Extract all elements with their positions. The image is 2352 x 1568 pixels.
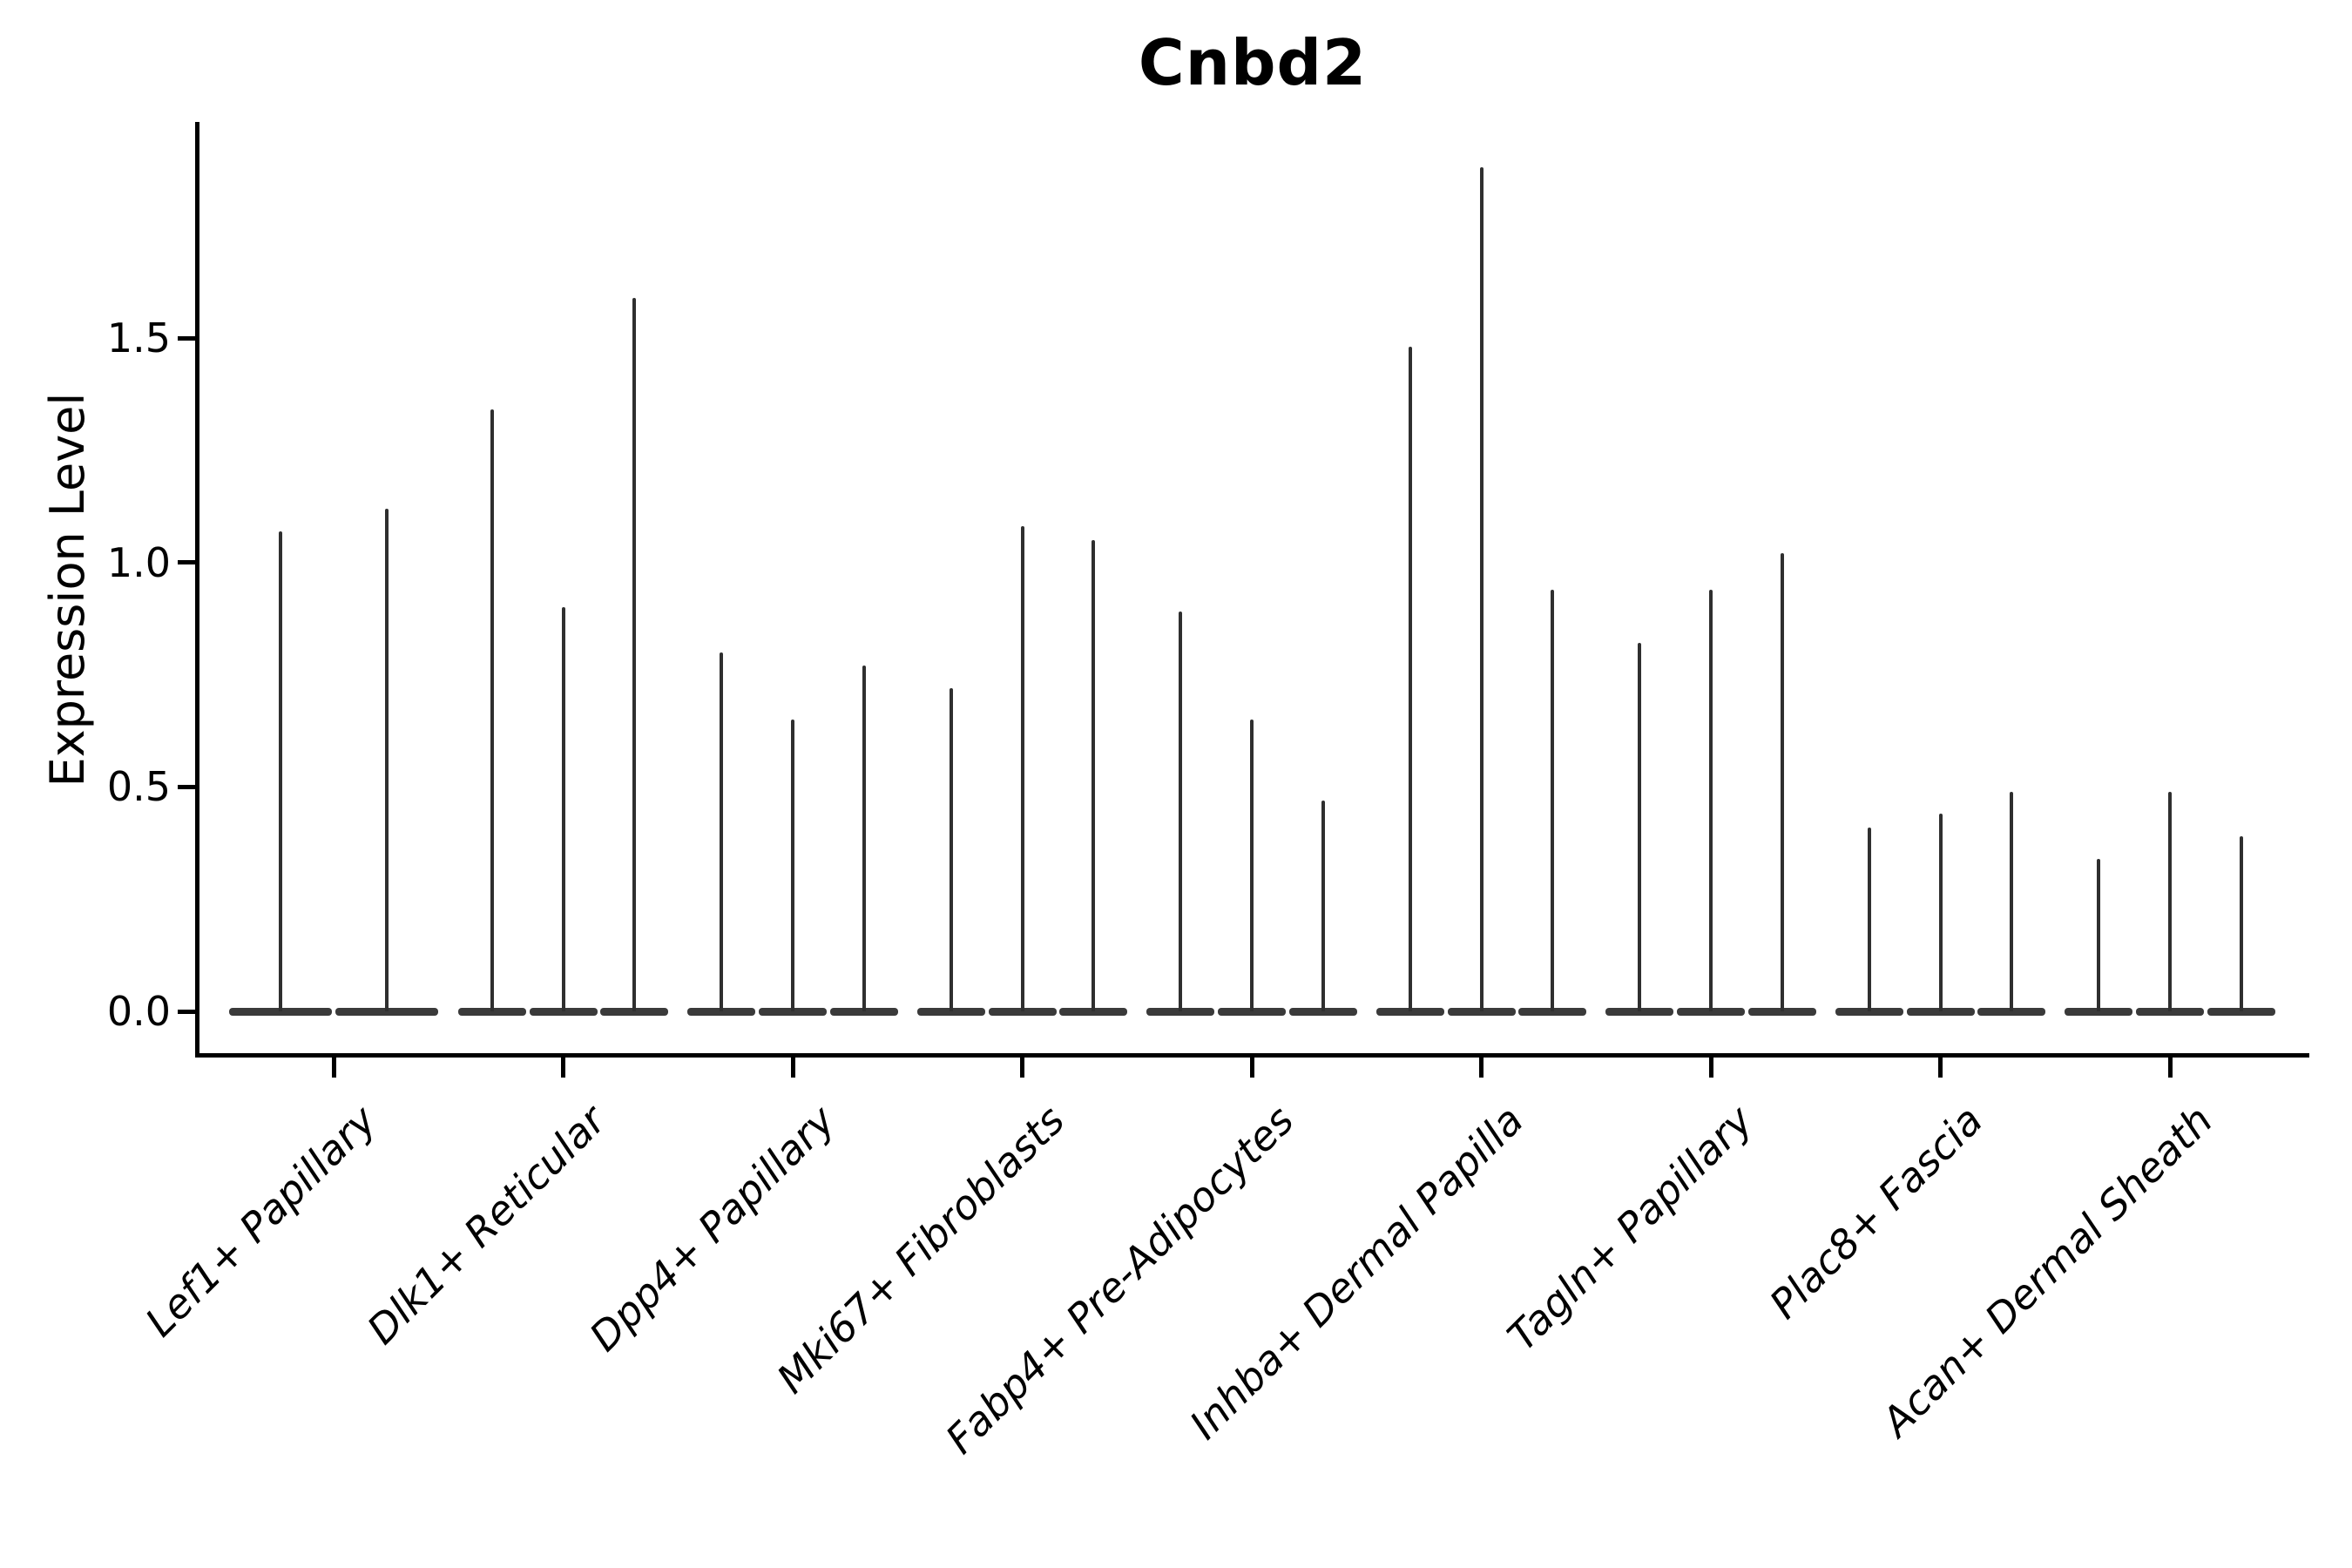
violin-base xyxy=(1977,1007,2046,1016)
violin-spike xyxy=(490,409,494,1011)
violin-base xyxy=(759,1007,827,1016)
x-tick xyxy=(561,1058,565,1078)
x-tick-label: Plac8+ Fascia xyxy=(1761,1096,1992,1328)
y-tick-label: 1.0 xyxy=(106,538,171,586)
violin-spike xyxy=(1408,347,1412,1011)
violin-spike xyxy=(720,652,724,1011)
violin-spike xyxy=(949,687,953,1011)
x-tick-label: Dpp4+ Papillary xyxy=(580,1096,844,1361)
violin-base xyxy=(1375,1007,1444,1016)
x-axis-spine xyxy=(195,1053,2309,1058)
violin-spike xyxy=(791,720,794,1011)
violin-base xyxy=(529,1007,598,1016)
violin-spike xyxy=(561,607,565,1011)
violin-base xyxy=(1518,1007,1587,1016)
violin-base xyxy=(1835,1007,1903,1016)
violin-spike xyxy=(1092,539,1096,1011)
x-tick-label: Tagln+ Papillary xyxy=(1498,1096,1762,1361)
violin-base xyxy=(600,1007,669,1016)
y-axis-spine xyxy=(195,122,199,1058)
x-tick xyxy=(1938,1058,1943,1078)
violin-base xyxy=(2136,1007,2204,1016)
violin-base xyxy=(2065,1007,2133,1016)
y-tick xyxy=(178,1009,198,1014)
x-tick xyxy=(1020,1058,1024,1078)
violin-spike xyxy=(2010,791,2014,1011)
y-tick xyxy=(178,560,198,565)
violin-base xyxy=(916,1007,985,1016)
violin-base xyxy=(1605,1007,1674,1016)
y-tick-label: 0.5 xyxy=(106,763,171,811)
y-tick-label: 1.5 xyxy=(106,314,171,362)
violin-spike xyxy=(1938,814,1943,1011)
violin-base xyxy=(1906,1007,1975,1016)
x-tick xyxy=(2167,1058,2173,1078)
violin-spike xyxy=(1479,167,1484,1011)
violin-spike xyxy=(1867,827,1871,1011)
violin-base xyxy=(1447,1007,1516,1016)
violin-base xyxy=(2207,1007,2275,1016)
violin-spike xyxy=(1780,553,1784,1011)
y-tick xyxy=(178,335,198,341)
y-axis-label: Expression Level xyxy=(40,392,95,787)
violin-spike xyxy=(2168,791,2172,1011)
x-tick-label: Lef1+ Papillary xyxy=(135,1096,385,1346)
violin-spike xyxy=(385,508,389,1011)
violin-spike xyxy=(1638,643,1642,1011)
chart-title: Cnbd2 xyxy=(1138,26,1368,99)
x-tick xyxy=(1708,1058,1713,1078)
violin-base xyxy=(335,1007,438,1016)
violin-base xyxy=(687,1007,756,1016)
x-tick xyxy=(1249,1058,1254,1078)
violin-base xyxy=(1218,1007,1286,1016)
violin-spike xyxy=(279,531,282,1011)
violin-spike xyxy=(1709,589,1713,1011)
violin-spike xyxy=(1020,526,1024,1011)
y-tick xyxy=(178,784,198,789)
violin-base xyxy=(1146,1007,1215,1016)
violin-base xyxy=(1288,1007,1357,1016)
x-tick xyxy=(790,1058,795,1078)
violin-spike xyxy=(1250,720,1254,1011)
y-tick-label: 0.0 xyxy=(106,988,171,1035)
violin-spike xyxy=(1321,800,1325,1011)
x-tick xyxy=(331,1058,336,1078)
violin-spike xyxy=(1179,612,1183,1011)
violin-base xyxy=(457,1007,526,1016)
violin-spike xyxy=(632,297,637,1011)
x-tick-label: Dlk1+ Reticular xyxy=(357,1096,615,1354)
violin-base xyxy=(988,1007,1057,1016)
violin-base xyxy=(1677,1007,1745,1016)
violin-base xyxy=(229,1007,332,1016)
violin-spike xyxy=(1551,589,1555,1011)
violin-spike xyxy=(2097,858,2101,1011)
violin-base xyxy=(1059,1007,1128,1016)
x-tick xyxy=(1479,1058,1484,1078)
violin-base xyxy=(1747,1007,1816,1016)
violin-base xyxy=(829,1007,898,1016)
violin-spike xyxy=(862,666,866,1011)
violin-spike xyxy=(2239,836,2243,1011)
